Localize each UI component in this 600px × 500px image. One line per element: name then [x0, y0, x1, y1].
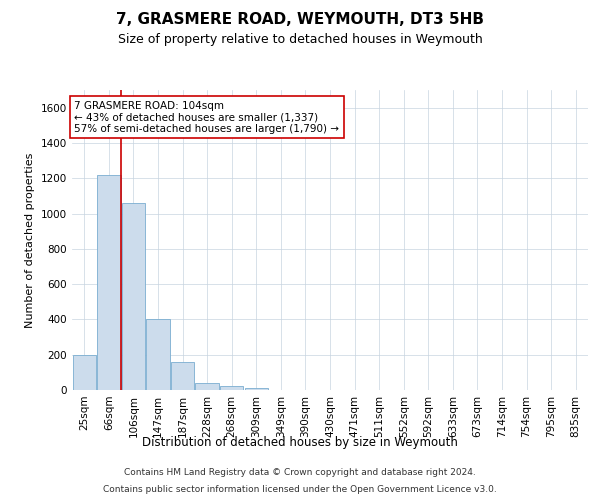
Y-axis label: Number of detached properties: Number of detached properties	[25, 152, 35, 328]
Text: 7, GRASMERE ROAD, WEYMOUTH, DT3 5HB: 7, GRASMERE ROAD, WEYMOUTH, DT3 5HB	[116, 12, 484, 28]
Text: 7 GRASMERE ROAD: 104sqm
← 43% of detached houses are smaller (1,337)
57% of semi: 7 GRASMERE ROAD: 104sqm ← 43% of detache…	[74, 100, 340, 134]
Bar	[171, 362, 194, 390]
Bar	[245, 388, 268, 390]
Text: Contains public sector information licensed under the Open Government Licence v3: Contains public sector information licen…	[103, 484, 497, 494]
Bar	[196, 383, 219, 390]
Text: Contains HM Land Registry data © Crown copyright and database right 2024.: Contains HM Land Registry data © Crown c…	[124, 468, 476, 477]
Bar	[122, 203, 145, 390]
Bar	[220, 386, 244, 390]
Bar	[146, 320, 170, 390]
Text: Size of property relative to detached houses in Weymouth: Size of property relative to detached ho…	[118, 32, 482, 46]
Text: Distribution of detached houses by size in Weymouth: Distribution of detached houses by size …	[142, 436, 458, 449]
Bar	[97, 174, 121, 390]
Bar	[73, 354, 96, 390]
